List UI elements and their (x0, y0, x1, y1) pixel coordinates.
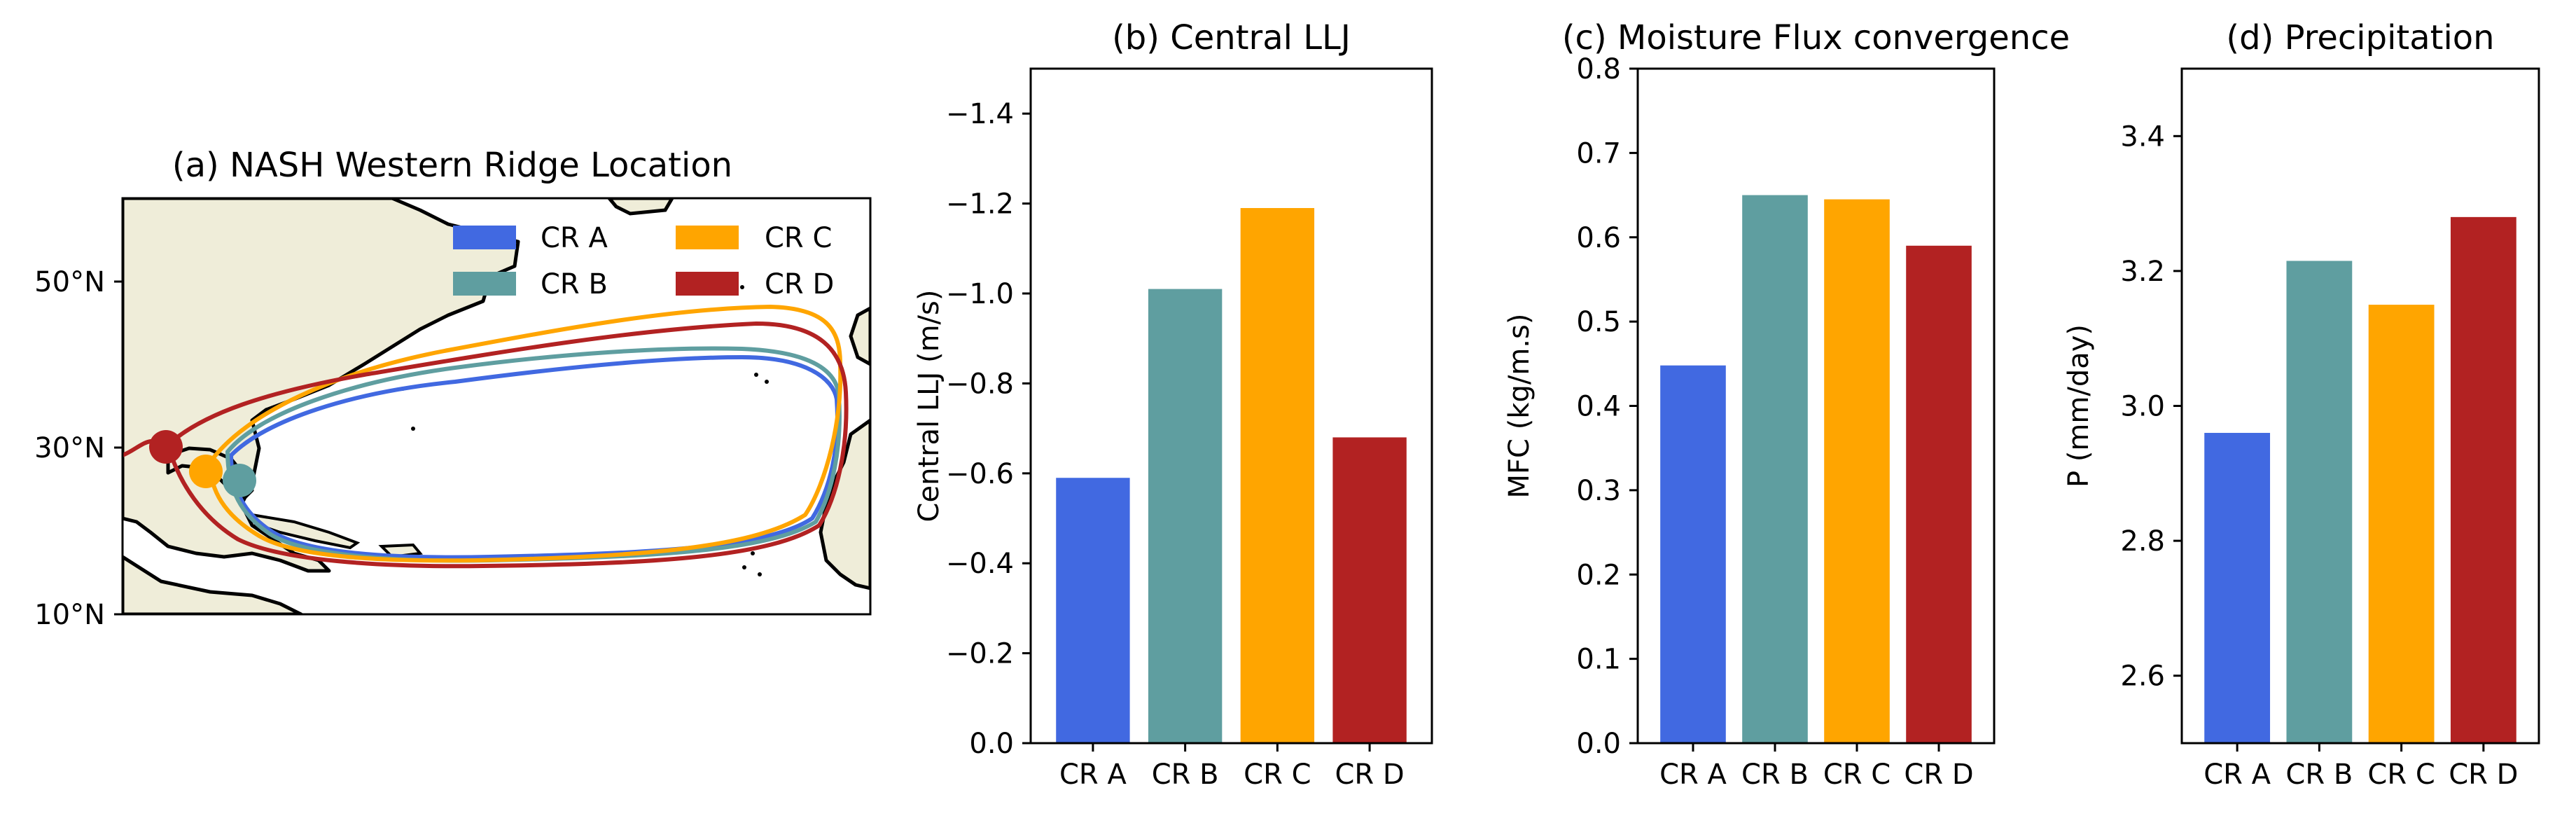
xtick-label: CR C (1823, 759, 1891, 791)
map-frame (121, 197, 872, 616)
ytick-label: 0.0 (969, 728, 1014, 760)
xtick-label: CR D (1904, 759, 1973, 791)
panel-b-ylabel: Central LLJ (m/s) (913, 290, 945, 523)
panel-c-moisture-flux: CR A CR B CR C CR D 0.0 0.1 0.2 0.3 0.4 0.5 0.6 0.7… (1503, 18, 2070, 791)
ytick-label: 0.4 (1576, 391, 1621, 423)
legend-swatch-cr-d (676, 272, 739, 296)
ytick-label: 0.5 (1576, 306, 1621, 338)
land-iberia (849, 306, 870, 366)
bar-d-cr-b (2286, 261, 2353, 744)
xtick-label: CR D (1335, 759, 1404, 791)
legend-swatch-cr-c (676, 226, 739, 249)
ytick-label: −1.2 (946, 188, 1014, 221)
panel-c-ylabel: MFC (kg/m.s) (1503, 314, 1536, 499)
panel-b-title: (b) Central LLJ (1112, 18, 1351, 57)
contour-cr-b (225, 346, 842, 563)
land-north (606, 198, 674, 216)
ytick-label: −0.2 (946, 638, 1014, 670)
bar-d-cr-d (2450, 216, 2516, 743)
bar-c-cr-c (1824, 199, 1890, 743)
bar-d-cr-a (2204, 433, 2271, 743)
ytick-label: 2.8 (2120, 525, 2165, 558)
ytick-label: 0.1 (1576, 644, 1621, 676)
legend-label-cr-d: CR D (765, 268, 834, 300)
xtick-label: CR A (2203, 759, 2271, 791)
ytick-label: −1.0 (946, 278, 1014, 310)
xtick-label: CR B (1741, 759, 1809, 791)
marker-cr-d (149, 430, 183, 464)
panel-c-title: (c) Moisture Flux convergence (1562, 18, 2070, 57)
bar-b-cr-b (1148, 289, 1223, 744)
map-yticks: 50°N 30°N 10°N (34, 266, 123, 631)
legend-label-cr-a: CR A (541, 222, 608, 254)
xtick-label: CR A (1659, 759, 1727, 791)
bar-c-cr-d (1906, 245, 1972, 744)
map-area (123, 198, 870, 614)
axes-frame (1029, 67, 1433, 745)
ytick-label: 3.4 (2120, 120, 2165, 153)
panel-a-title: (a) NASH Western Ridge Location (172, 146, 732, 185)
legend-label-cr-c: CR C (765, 222, 832, 254)
ytick-label: 3.0 (2120, 391, 2165, 423)
map-ytick-label: 30°N (34, 432, 105, 464)
bar-c-cr-b (1742, 195, 1808, 743)
panel-a-map: (a) NASH Western Ridge Location (34, 146, 872, 631)
panel-d-ylabel: P (mm/day) (2063, 324, 2095, 487)
ytick-label: 0.8 (1576, 53, 1621, 85)
contour-cr-d (165, 321, 849, 569)
panel-b-central-llj: CR A CR B CR C CR D 0.0 −0.2 −0.4 −0.6 −0.8 −1.0 −… (913, 18, 1433, 791)
xtick-label: CR C (1244, 759, 1311, 791)
bar-b-cr-d (1332, 437, 1407, 743)
xtick-label: CR A (1059, 759, 1127, 791)
map-ytick-label: 10°N (34, 599, 105, 631)
map-legend: CR A CR B CR C CR D (453, 222, 834, 300)
ytick-label: 0.7 (1576, 137, 1621, 170)
panel-d-title: (d) Precipitation (2226, 18, 2494, 57)
map-ytick-label: 50°N (34, 266, 105, 298)
legend-label-cr-b: CR B (541, 268, 608, 300)
ytick-label: −1.4 (946, 98, 1014, 130)
bar-c-cr-a (1660, 365, 1726, 743)
panel-d-precipitation: CR A CR B CR C CR D 2.6 2.8 3.0 3.2 3.4 (d) Preci… (2063, 18, 2540, 791)
xtick-label: CR C (2367, 759, 2435, 791)
ytick-label: −0.8 (946, 368, 1014, 400)
axes-frame (2180, 67, 2540, 745)
land-africa (819, 418, 870, 590)
ytick-label: 0.2 (1576, 559, 1621, 591)
axes-frame (1636, 67, 1996, 745)
xtick-label: CR D (2449, 759, 2518, 791)
ytick-label: 0.0 (1576, 728, 1621, 760)
contour-cr-c (207, 304, 843, 563)
marker-cr-b (223, 464, 256, 497)
xtick-label: CR B (2285, 759, 2353, 791)
contour-cr-a (228, 354, 840, 560)
legend-swatch-cr-b (453, 272, 516, 296)
legend-swatch-cr-a (453, 226, 516, 249)
ytick-label: 2.6 (2120, 661, 2165, 693)
land-south-america (123, 555, 303, 614)
bar-b-cr-a (1056, 478, 1130, 743)
ytick-label: −0.4 (946, 548, 1014, 580)
bar-d-cr-c (2368, 305, 2435, 743)
xtick-label: CR B (1152, 759, 1219, 791)
ytick-label: 0.3 (1576, 475, 1621, 507)
ytick-label: −0.6 (946, 458, 1014, 490)
ytick-label: 0.6 (1576, 222, 1621, 254)
ytick-label: 3.2 (2120, 256, 2165, 288)
bar-b-cr-c (1240, 208, 1315, 743)
marker-cr-c (189, 455, 223, 488)
